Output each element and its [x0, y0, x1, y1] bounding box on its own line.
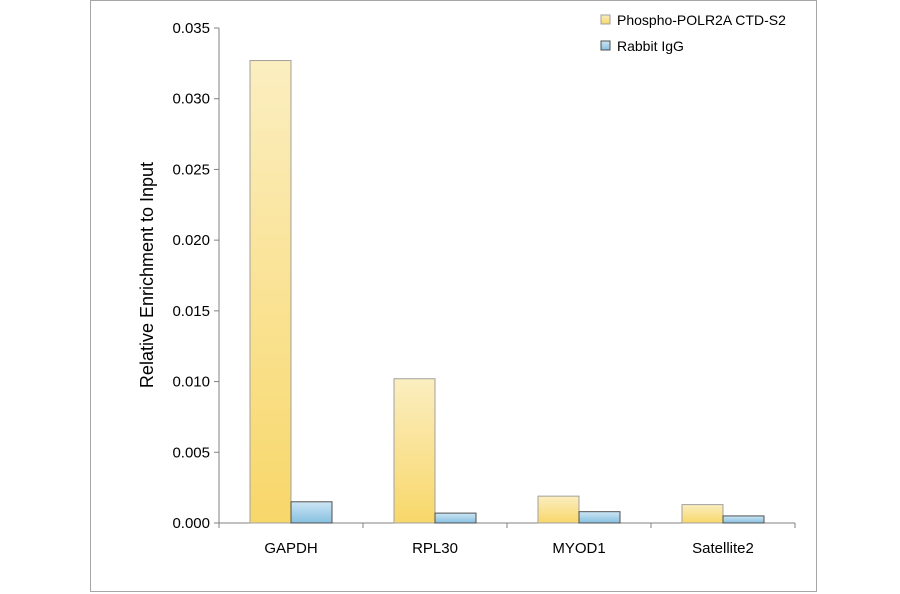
y-tick-label: 0.035 [172, 20, 210, 37]
y-axis-title: Relative Enrichment to Input [137, 162, 157, 388]
chart-frame [90, 0, 817, 592]
y-tick-label: 0.015 [172, 303, 210, 320]
y-tick-label: 0.000 [172, 515, 210, 532]
legend: Phospho-POLR2A CTD-S2 Rabbit IgG [600, 12, 786, 54]
bar-phospho-polr2a-satellite2 [681, 504, 724, 524]
x-category-label: GAPDH [264, 540, 317, 557]
y-tick-label: 0.005 [172, 444, 210, 461]
x-category-label: MYOD1 [552, 540, 605, 557]
bar-phospho-polr2a-myod1 [537, 495, 580, 524]
bar-rabbit-igg-myod1 [578, 511, 621, 524]
legend-label: Phospho-POLR2A CTD-S2 [617, 12, 786, 28]
y-axis: 0.000 0.005 0.010 0.015 0.020 0.025 0.030 0.035 [172, 20, 220, 532]
bar-rabbit-igg-satellite2 [722, 515, 765, 524]
bars [249, 60, 765, 524]
bar-phospho-polr2a-gapdh [249, 60, 292, 524]
bar-rabbit-igg-rpl30 [434, 512, 477, 524]
bar-rabbit-igg-gapdh [290, 501, 333, 524]
x-axis: GAPDH RPL30 MYOD1 Satellite2 [218, 522, 796, 557]
x-category-label: RPL30 [412, 540, 458, 557]
y-tick-label: 0.020 [172, 232, 210, 249]
y-tick-label: 0.010 [172, 374, 210, 391]
bar-phospho-polr2a-rpl30 [393, 378, 436, 524]
legend-label: Rabbit IgG [617, 38, 684, 54]
y-tick-label: 0.025 [172, 161, 210, 178]
legend-swatch [600, 40, 611, 51]
x-category-label: Satellite2 [692, 540, 754, 557]
y-tick-label: 0.030 [172, 91, 210, 108]
legend-swatch [600, 14, 611, 25]
